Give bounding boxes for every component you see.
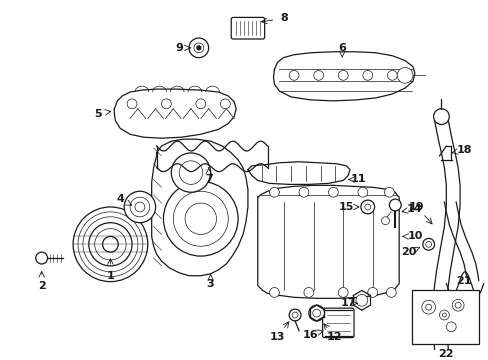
Circle shape bbox=[433, 109, 448, 125]
Circle shape bbox=[396, 67, 412, 83]
Circle shape bbox=[135, 202, 144, 212]
Circle shape bbox=[454, 302, 460, 308]
Circle shape bbox=[446, 322, 455, 332]
Text: 13: 13 bbox=[269, 332, 285, 342]
Circle shape bbox=[439, 310, 448, 320]
Text: 4: 4 bbox=[116, 194, 124, 204]
Circle shape bbox=[355, 294, 367, 306]
Text: 19: 19 bbox=[408, 202, 424, 212]
Circle shape bbox=[425, 241, 431, 247]
Circle shape bbox=[338, 288, 347, 297]
Circle shape bbox=[312, 309, 320, 317]
Text: 10: 10 bbox=[407, 231, 422, 242]
Text: 17: 17 bbox=[340, 298, 355, 308]
Circle shape bbox=[73, 207, 147, 282]
Circle shape bbox=[357, 187, 367, 197]
Circle shape bbox=[127, 99, 137, 109]
FancyBboxPatch shape bbox=[231, 17, 264, 39]
Circle shape bbox=[95, 229, 126, 260]
Circle shape bbox=[184, 203, 216, 234]
Circle shape bbox=[451, 299, 463, 311]
Bar bbox=[411, 291, 478, 345]
Circle shape bbox=[442, 313, 446, 317]
Text: 1: 1 bbox=[106, 271, 114, 281]
Circle shape bbox=[381, 217, 388, 225]
Circle shape bbox=[124, 191, 155, 223]
Circle shape bbox=[197, 46, 201, 50]
Circle shape bbox=[291, 312, 297, 318]
Circle shape bbox=[189, 38, 208, 58]
FancyBboxPatch shape bbox=[322, 308, 353, 338]
Text: 21: 21 bbox=[455, 276, 471, 285]
Circle shape bbox=[367, 288, 377, 297]
Text: 7: 7 bbox=[204, 175, 212, 184]
Circle shape bbox=[269, 187, 279, 197]
Circle shape bbox=[83, 217, 138, 272]
Circle shape bbox=[304, 288, 313, 297]
Text: 9: 9 bbox=[175, 43, 183, 53]
Circle shape bbox=[362, 71, 372, 80]
Circle shape bbox=[384, 187, 393, 197]
Text: 18: 18 bbox=[455, 145, 471, 155]
Circle shape bbox=[386, 288, 395, 297]
Circle shape bbox=[196, 99, 205, 109]
Circle shape bbox=[313, 71, 323, 80]
Circle shape bbox=[36, 252, 47, 264]
Circle shape bbox=[78, 212, 142, 277]
Text: 12: 12 bbox=[326, 332, 342, 342]
Circle shape bbox=[161, 99, 171, 109]
Circle shape bbox=[338, 71, 347, 80]
Circle shape bbox=[425, 304, 431, 310]
Circle shape bbox=[360, 200, 374, 214]
Text: 5: 5 bbox=[94, 109, 101, 119]
Circle shape bbox=[173, 191, 228, 246]
Circle shape bbox=[220, 99, 230, 109]
Circle shape bbox=[388, 199, 400, 211]
Circle shape bbox=[194, 43, 203, 53]
Circle shape bbox=[364, 204, 370, 210]
Text: 6: 6 bbox=[338, 43, 346, 53]
Circle shape bbox=[421, 300, 435, 314]
Circle shape bbox=[102, 237, 118, 252]
Circle shape bbox=[422, 238, 434, 250]
Text: 15: 15 bbox=[338, 202, 353, 212]
Circle shape bbox=[269, 288, 279, 297]
Text: 3: 3 bbox=[206, 279, 214, 289]
Circle shape bbox=[163, 181, 238, 256]
Circle shape bbox=[130, 197, 149, 217]
Circle shape bbox=[288, 309, 301, 321]
Circle shape bbox=[308, 305, 324, 321]
Circle shape bbox=[89, 223, 132, 266]
Text: 20: 20 bbox=[401, 247, 416, 257]
Text: 2: 2 bbox=[38, 280, 45, 291]
Circle shape bbox=[298, 187, 308, 197]
Text: 14: 14 bbox=[407, 204, 422, 214]
Circle shape bbox=[288, 71, 298, 80]
Text: 16: 16 bbox=[303, 330, 318, 340]
Circle shape bbox=[171, 153, 210, 192]
Text: 22: 22 bbox=[438, 349, 453, 359]
Circle shape bbox=[386, 71, 396, 80]
Text: 8: 8 bbox=[280, 13, 287, 23]
Circle shape bbox=[328, 187, 338, 197]
Text: 11: 11 bbox=[349, 175, 365, 184]
Circle shape bbox=[179, 161, 203, 184]
